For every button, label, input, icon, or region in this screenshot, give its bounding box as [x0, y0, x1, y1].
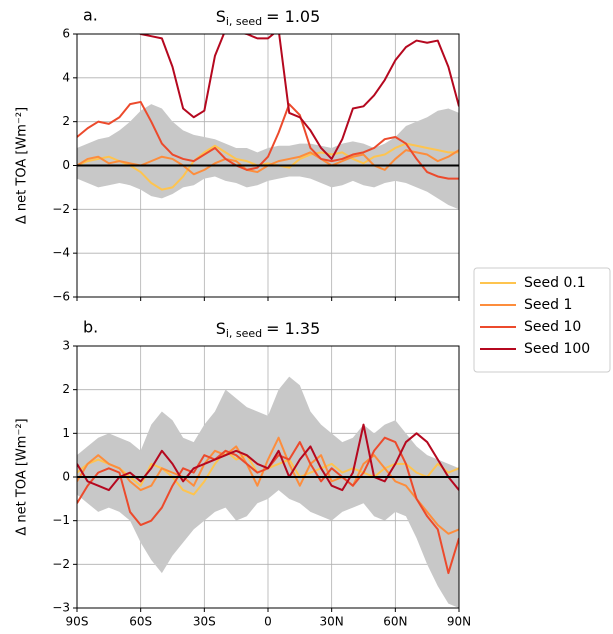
x-tick-label: 30S [193, 615, 216, 629]
y-tick-label: −3 [52, 601, 70, 615]
y-tick-label: 2 [62, 114, 70, 128]
y-tick-label: 6 [62, 27, 70, 41]
x-tick-label: 30N [320, 615, 344, 629]
title-part: S [216, 319, 226, 338]
series-line [77, 142, 459, 191]
x-tick-label: 60S [129, 615, 152, 629]
series-line [138, 34, 459, 160]
chart-title: Si, seed = 1.05 [216, 7, 321, 29]
y-tick-label: 1 [62, 426, 70, 440]
legend-label: Seed 0.1 [524, 275, 586, 291]
y-tick-label: −2 [52, 202, 70, 216]
plot-frame [76, 345, 460, 609]
series-line [77, 100, 459, 180]
title-part: i, seed [226, 15, 262, 28]
legend-box [473, 267, 611, 373]
y-tick-label: 0 [62, 158, 70, 172]
y-axis-label: Δ net TOA [Wm⁻²] [15, 418, 30, 535]
spread-band [77, 376, 459, 608]
y-tick-label: −1 [52, 513, 70, 527]
title-part: i, seed [226, 327, 262, 340]
y-tick-label: 2 [62, 382, 70, 396]
y-tick-label: −6 [52, 290, 70, 304]
chart-title: Si, seed = 1.35 [216, 319, 321, 341]
x-tick-label: 90S [66, 615, 89, 629]
panel-label: a. [83, 6, 98, 25]
y-tick-label: −2 [52, 557, 70, 571]
title-part: = 1.35 [266, 319, 320, 338]
y-axis-label: Δ net TOA [Wm⁻²] [15, 107, 30, 224]
x-tick-label: 90N [447, 615, 471, 629]
legend-label: Seed 10 [524, 319, 581, 335]
y-tick-label: 4 [62, 70, 70, 84]
series-line [77, 436, 459, 535]
y-tick-label: 0 [62, 470, 70, 484]
y-tick-label: −4 [52, 246, 70, 260]
x-tick-label: 60N [383, 615, 407, 629]
panel-label: b. [83, 318, 98, 337]
legend-label: Seed 100 [524, 341, 590, 357]
y-tick-label: 3 [62, 339, 70, 353]
legend-label: Seed 1 [524, 297, 572, 313]
title-part: S [216, 7, 226, 26]
series-line [77, 423, 459, 492]
plot-frame [76, 33, 460, 298]
x-tick-label: 0 [264, 615, 272, 629]
title-part: = 1.05 [266, 7, 320, 26]
